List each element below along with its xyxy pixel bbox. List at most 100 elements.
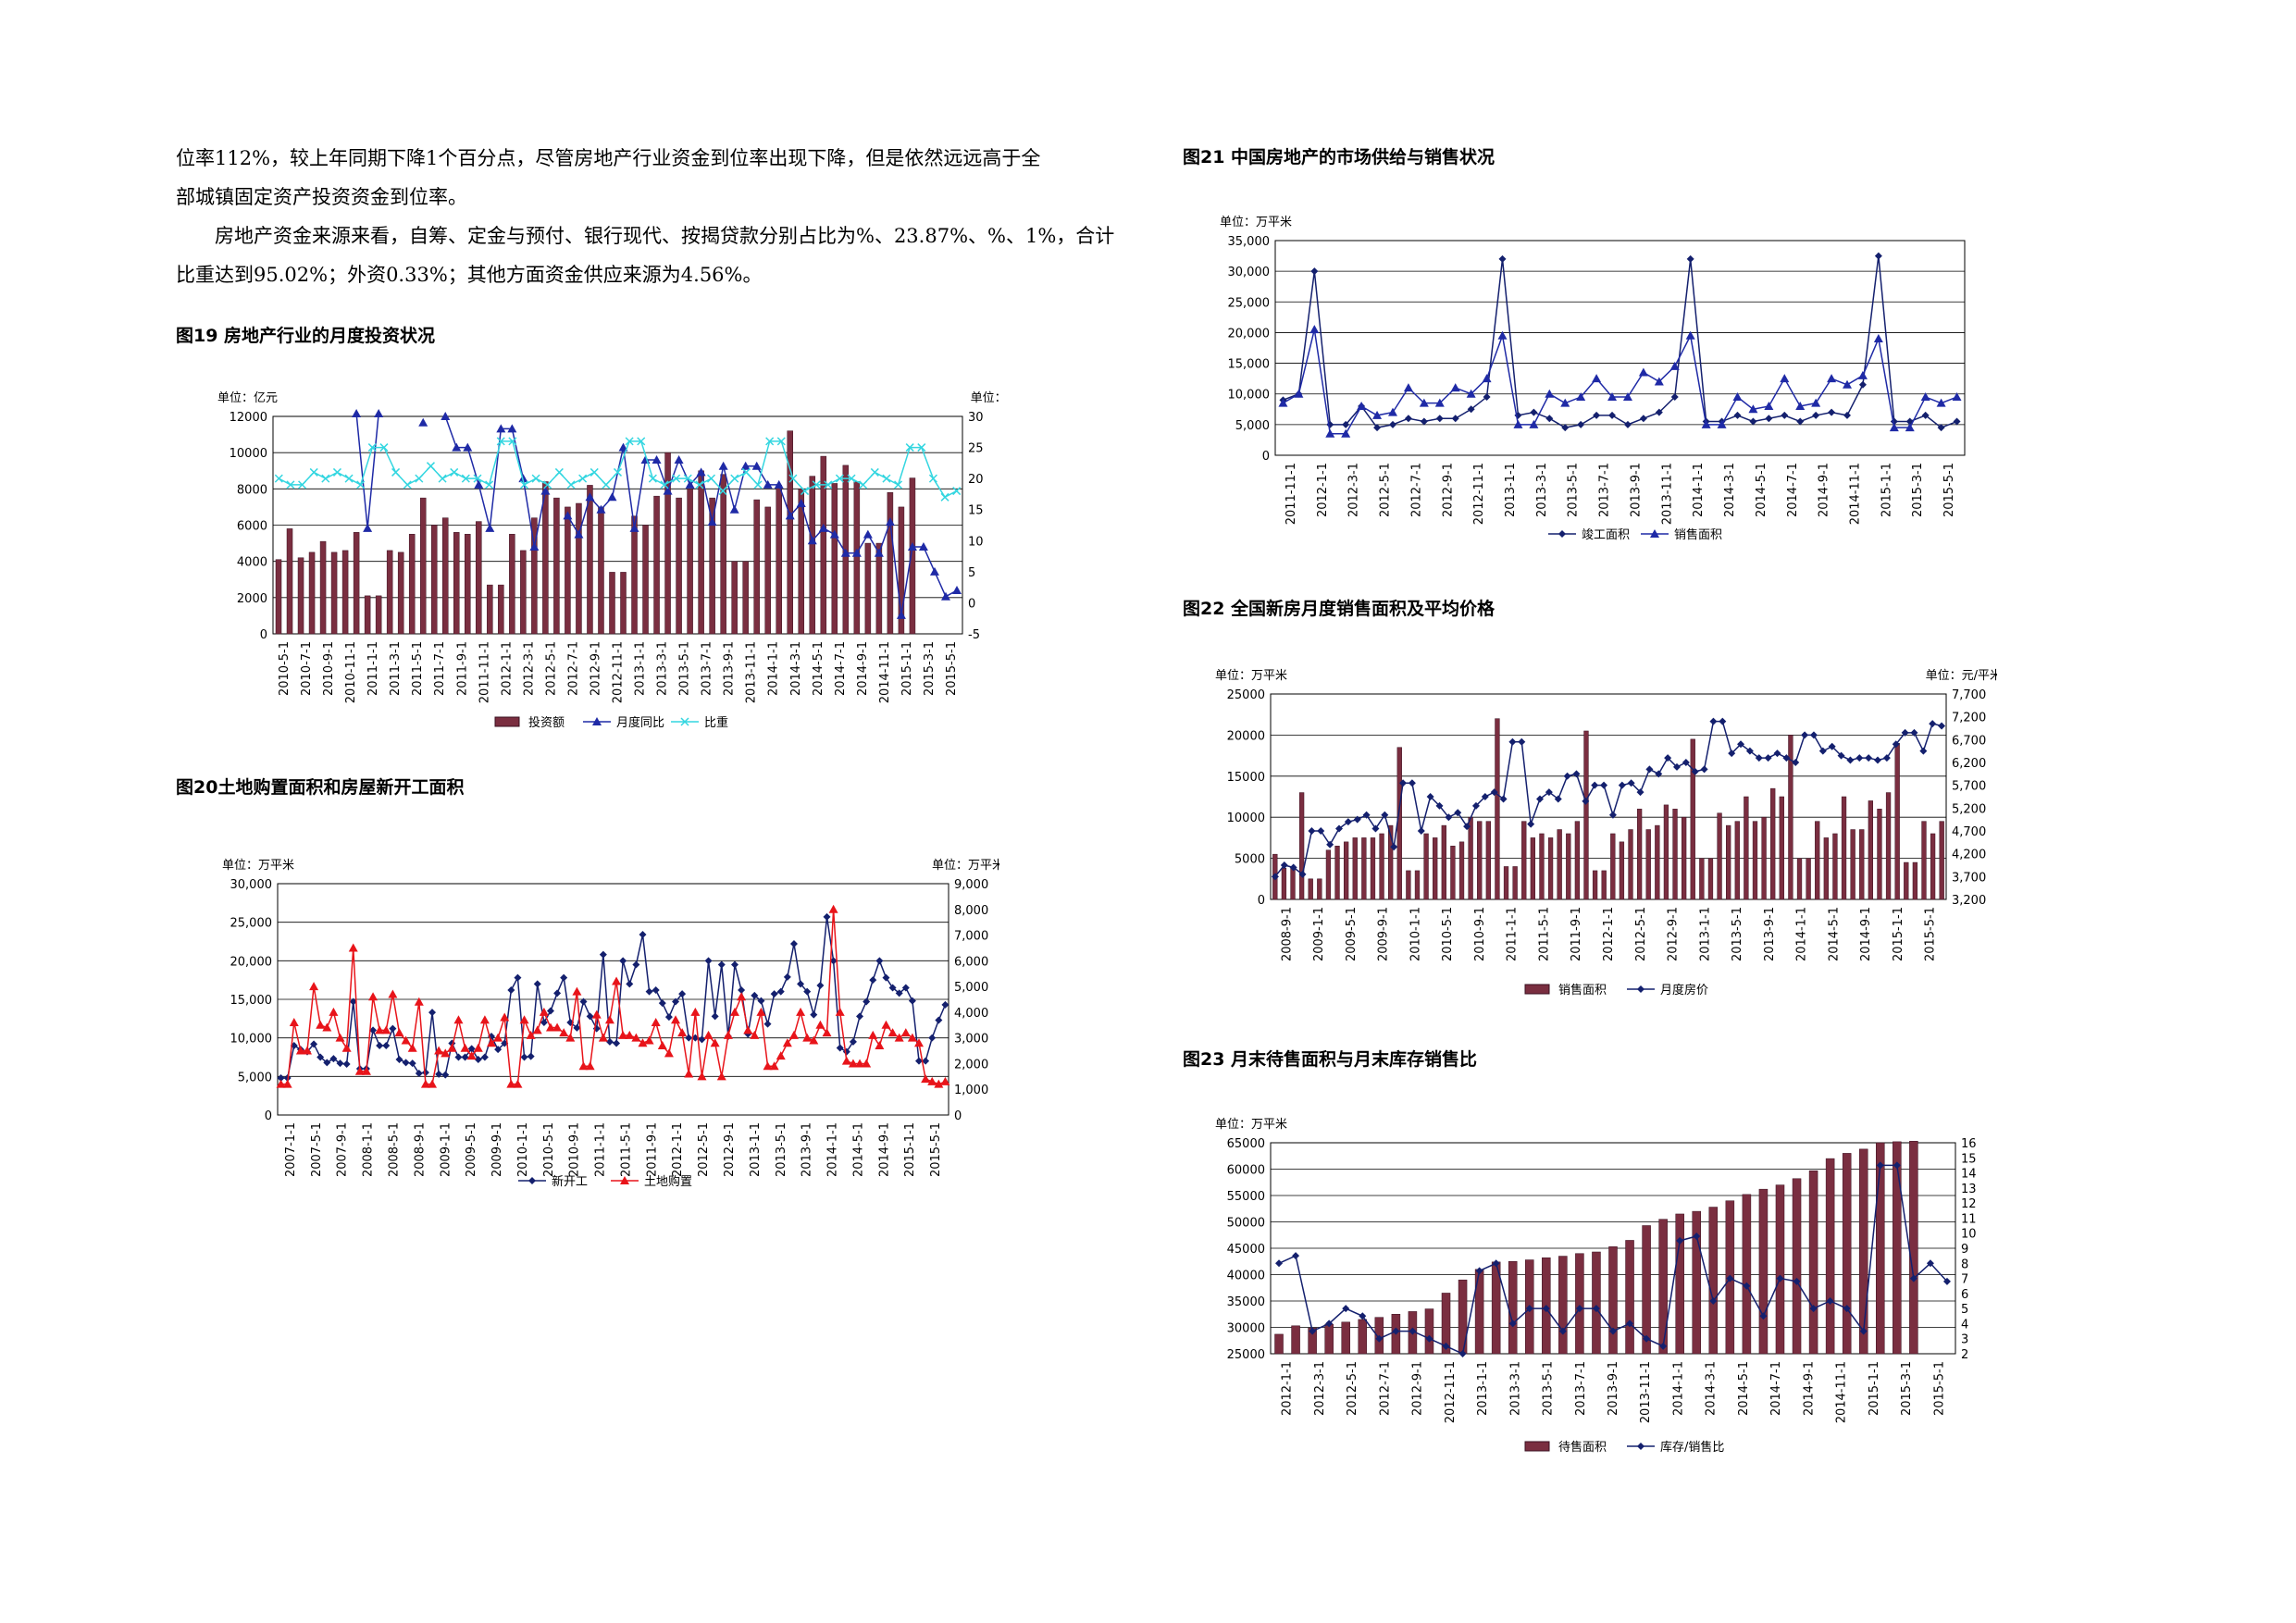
data-point xyxy=(1325,428,1335,438)
bar xyxy=(1503,866,1509,900)
data-point xyxy=(882,973,890,982)
data-point xyxy=(487,1038,497,1047)
data-point xyxy=(441,1071,450,1079)
bar xyxy=(1708,1207,1719,1355)
plot-frame xyxy=(1274,240,1966,456)
bar xyxy=(831,483,838,635)
data-point xyxy=(1910,728,1918,737)
data-point xyxy=(395,1056,403,1063)
data-point xyxy=(1859,1327,1868,1335)
data-point xyxy=(310,1040,318,1048)
x-tick-label: 2012-11-1 xyxy=(1472,463,1486,525)
bar xyxy=(275,559,282,635)
data-point xyxy=(648,474,657,483)
bar xyxy=(430,525,438,635)
data-point xyxy=(1280,861,1288,869)
data-point xyxy=(500,1012,510,1022)
data-point xyxy=(1828,742,1836,750)
x-tick-label: 2014-3-1 xyxy=(789,641,803,696)
x-tick-label: 2008-1-1 xyxy=(362,1122,376,1177)
data-point xyxy=(1325,1319,1334,1328)
data-point xyxy=(591,1010,602,1019)
x-tick-label: 2014-3-1 xyxy=(1723,463,1737,517)
y-right-tick-label: 4,700 xyxy=(1952,825,1986,839)
unit-left-label: 单位：亿元 xyxy=(217,391,278,405)
data-point xyxy=(907,1033,917,1042)
bar xyxy=(1726,824,1731,900)
x-tick-label: 2014-9-1 xyxy=(1802,1361,1816,1416)
data-point xyxy=(1764,401,1774,410)
data-point xyxy=(480,1053,489,1061)
data-point xyxy=(1937,424,1945,432)
bar xyxy=(731,561,738,635)
data-point xyxy=(1745,747,1754,755)
data-point xyxy=(402,1059,410,1067)
data-point xyxy=(740,461,751,470)
data-point xyxy=(1921,411,1930,419)
data-point xyxy=(678,990,687,998)
bar xyxy=(753,499,760,635)
data-point xyxy=(941,1000,949,1009)
data-point xyxy=(645,987,653,996)
data-point xyxy=(896,610,906,619)
x-tick-label: 2013-3-1 xyxy=(1535,463,1549,517)
text-line-2: 部城镇固定资产投资资金到位率。 xyxy=(176,186,467,208)
x-tick-label: 2012-7-1 xyxy=(1409,463,1423,517)
data-point xyxy=(1843,411,1852,419)
legend-marker xyxy=(620,1176,629,1184)
data-point xyxy=(1905,423,1915,432)
bar xyxy=(742,561,749,635)
data-point xyxy=(1294,389,1304,398)
data-point xyxy=(375,1025,385,1035)
data-point xyxy=(1670,393,1679,402)
data-point xyxy=(664,1048,674,1058)
bar xyxy=(620,572,627,635)
bar xyxy=(1744,796,1749,900)
data-point xyxy=(1809,1305,1818,1313)
bar xyxy=(1761,816,1767,900)
data-point xyxy=(1344,818,1352,826)
data-point xyxy=(348,943,358,952)
bar xyxy=(1642,1225,1651,1355)
data-point xyxy=(770,990,778,998)
x-tick-label: 2012-9-1 xyxy=(1441,463,1455,517)
x-tick-label: 2015-5-1 xyxy=(1932,1361,1946,1416)
x-tick-label: 2013-11-1 xyxy=(1639,1361,1653,1423)
y-left-tick-label: 15,000 xyxy=(1228,358,1271,372)
data-point xyxy=(697,1072,707,1081)
data-point xyxy=(438,474,447,483)
bar xyxy=(1341,1321,1350,1355)
bar xyxy=(1796,858,1803,900)
data-point xyxy=(1463,823,1471,831)
data-point xyxy=(341,1043,352,1052)
data-point xyxy=(563,511,573,520)
data-point xyxy=(664,1013,673,1022)
bar xyxy=(565,506,571,635)
data-point xyxy=(1292,1252,1300,1260)
data-point xyxy=(1728,750,1736,758)
bar xyxy=(1361,837,1367,900)
data-point xyxy=(1776,1274,1784,1282)
y-left-tick-label: 15,000 xyxy=(230,994,273,1008)
data-point xyxy=(1827,374,1837,383)
y-left-tick-label: 30,000 xyxy=(230,878,273,892)
legend-marker xyxy=(1637,985,1644,993)
data-point xyxy=(452,442,462,452)
data-point xyxy=(1499,795,1508,803)
data-point xyxy=(533,980,541,988)
x-tick-label: 2015-1-1 xyxy=(900,641,914,696)
x-tick-label: 2014-9-1 xyxy=(856,641,870,696)
bar xyxy=(1485,821,1491,900)
data-point xyxy=(751,991,759,999)
bar xyxy=(676,497,682,635)
bar xyxy=(787,430,794,635)
bar xyxy=(1699,858,1705,900)
bar xyxy=(720,474,726,635)
data-point xyxy=(1536,795,1545,803)
data-point xyxy=(460,1043,470,1052)
data-point xyxy=(473,1043,483,1052)
data-point xyxy=(1773,750,1781,758)
data-point xyxy=(1575,1305,1583,1313)
data-point xyxy=(856,1012,864,1021)
bar xyxy=(1690,738,1695,900)
